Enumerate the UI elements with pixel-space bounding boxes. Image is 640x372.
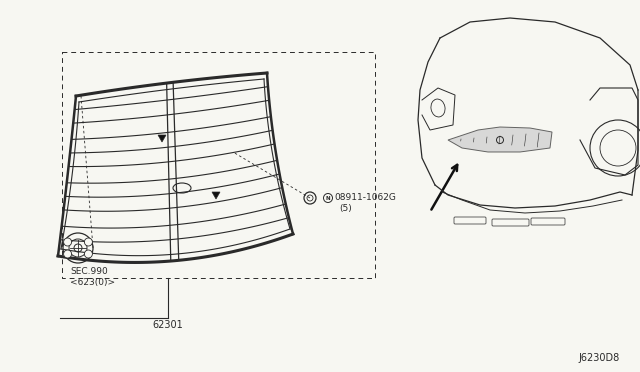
Text: J6230D8: J6230D8 <box>579 353 620 363</box>
Circle shape <box>63 250 72 258</box>
Polygon shape <box>448 127 552 152</box>
Polygon shape <box>212 192 220 199</box>
Text: N: N <box>326 196 330 201</box>
Polygon shape <box>158 135 166 142</box>
Circle shape <box>84 238 92 246</box>
Text: (5): (5) <box>339 203 352 212</box>
Circle shape <box>84 250 92 258</box>
Circle shape <box>63 238 72 246</box>
Text: SEC.990: SEC.990 <box>70 267 108 276</box>
Text: 08911-1062G: 08911-1062G <box>334 193 396 202</box>
Text: 62301: 62301 <box>152 320 184 330</box>
Text: <623(0)>: <623(0)> <box>70 279 115 288</box>
